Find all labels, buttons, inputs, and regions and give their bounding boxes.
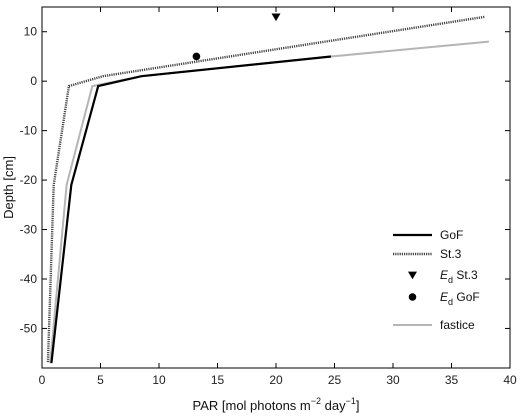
legend-ed-sub: d [448, 297, 453, 307]
x-tick-label: 10 [152, 373, 166, 387]
y-axis-title: Depth [cm] [1, 156, 16, 219]
legend-ed-main: E [440, 290, 449, 304]
x-tick-label: 25 [328, 373, 342, 387]
marker-ed-gof [192, 52, 201, 61]
x-tick-label: 0 [39, 373, 46, 387]
x-tick-label: 30 [386, 373, 400, 387]
legend-marker-circle [408, 293, 417, 301]
legend-label-st3: St.3 [440, 247, 462, 261]
y-tick-label: -20 [20, 173, 38, 187]
x-axis-title: PAR [mol photons m−2 day−1] [193, 396, 360, 413]
x-axis-title-exp: −2 [311, 396, 321, 406]
x-axis-title-exp: −1 [346, 396, 356, 406]
x-axis-title-part: ] [356, 398, 360, 413]
y-tick-label: -50 [20, 321, 38, 335]
x-tick-label: 20 [269, 373, 283, 387]
y-tick-label: -40 [20, 272, 38, 286]
legend-ed-main: E [440, 268, 449, 282]
legend-ed-rest: GoF [453, 290, 480, 304]
series-line-gof [50, 55, 332, 364]
series-line-st3 [46, 15, 485, 364]
x-tick-label: 40 [503, 373, 517, 387]
y-tick-label: 0 [30, 74, 37, 88]
x-axis-title-part: PAR [mol photons m [193, 398, 311, 413]
ticks-layer: 0 5 10 15 20 25 30 35 40 10 0 -10 -20 -30 -40 -50 [20, 7, 517, 387]
markers-layer [192, 13, 281, 61]
legend-ed-rest: St.3 [453, 268, 478, 282]
legend-marker-triangle [408, 271, 417, 280]
series-layer [46, 15, 489, 364]
y-tick-label: 10 [24, 25, 38, 39]
legend-ed-sub: d [448, 275, 453, 285]
legend-label-fastice: fastice [440, 318, 475, 332]
y-tick-label: -30 [20, 223, 38, 237]
legend-label-ed-gof: Ed GoF [440, 290, 480, 307]
series-line-fastice [49, 40, 489, 364]
marker-ed-st3 [271, 13, 281, 22]
x-tick-label: 5 [97, 373, 104, 387]
legend: GoF St.3 Ed St.3 Ed GoF fastice [393, 228, 480, 332]
x-tick-label: 35 [445, 373, 459, 387]
legend-label-gof: GoF [440, 228, 463, 242]
x-tick-label: 15 [211, 373, 225, 387]
y-tick-label: -10 [20, 124, 38, 138]
x-axis-title-part: day [321, 398, 346, 413]
legend-label-ed-st3: Ed St.3 [440, 268, 478, 285]
